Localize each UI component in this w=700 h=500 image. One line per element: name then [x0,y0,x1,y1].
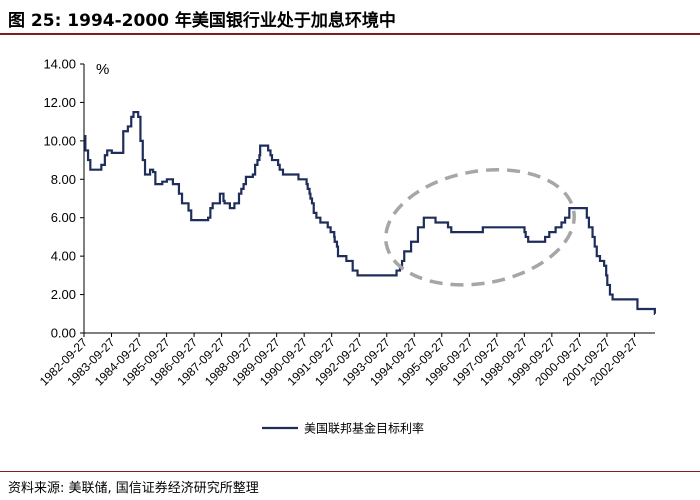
series-line-fed-funds-rate [84,110,656,315]
y-tick-label: 6.00 [51,210,76,225]
line-chart: 14.0012.0010.008.006.004.002.000.00%1982… [37,57,656,436]
y-tick-label: 12.00 [43,95,76,110]
y-tick-label: 4.00 [51,249,76,264]
title-divider [0,33,700,35]
y-tick-label: 8.00 [51,172,76,187]
source-divider [0,471,700,472]
highlight-ellipse [383,167,576,287]
y-tick-label: 2.00 [51,287,76,302]
y-tick-label: 14.00 [43,57,76,72]
y-tick-label: 0.00 [51,326,76,341]
source-note: 资料来源: 美联储, 国信证券经济研究所整理 [8,481,259,496]
y-unit-label: % [96,61,109,78]
y-tick-label: 10.00 [43,133,76,148]
chart-title: 图 25: 1994-2000 年美国银行业处于加息环境中 [8,11,396,31]
legend-label: 美国联邦基金目标利率 [304,421,424,436]
